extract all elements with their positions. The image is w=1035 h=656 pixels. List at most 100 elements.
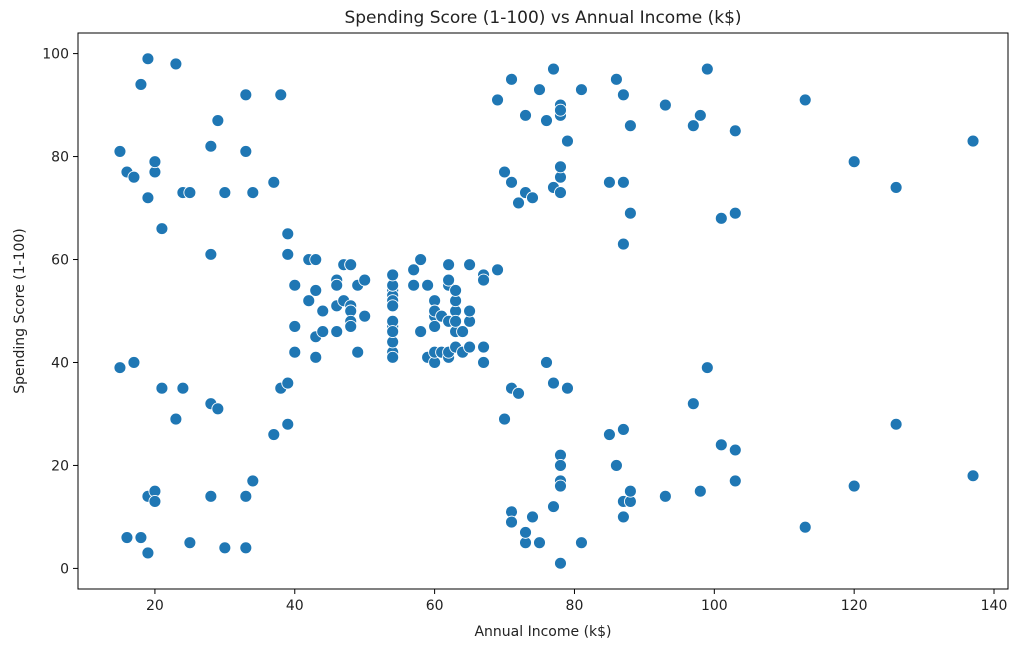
data-point <box>623 206 637 220</box>
x-axis-ticks: 20 40 60 80 100 120 140 <box>146 589 1007 614</box>
data-point <box>218 541 232 555</box>
data-point <box>442 273 456 287</box>
data-point <box>889 417 903 431</box>
data-point <box>211 402 225 416</box>
data-point <box>505 72 518 86</box>
data-point <box>414 253 428 266</box>
data-point <box>344 319 358 333</box>
data-point <box>120 531 134 544</box>
data-point <box>847 479 861 493</box>
data-point <box>414 325 428 339</box>
data-point <box>686 119 700 133</box>
data-point <box>491 93 504 107</box>
x-tick-label: 40 <box>286 598 304 614</box>
data-point <box>155 222 169 236</box>
data-point <box>547 62 560 76</box>
data-point <box>407 263 421 277</box>
data-point <box>966 134 980 148</box>
data-point <box>616 88 630 102</box>
data-point <box>693 484 707 498</box>
data-point <box>547 500 560 514</box>
data-point <box>148 155 162 169</box>
data-point <box>127 356 141 369</box>
data-point <box>491 263 504 277</box>
data-point <box>386 299 400 313</box>
data-point <box>246 474 260 488</box>
data-point <box>288 345 302 359</box>
data-point <box>211 114 225 127</box>
data-point <box>700 361 714 375</box>
data-point <box>477 340 491 354</box>
data-point <box>728 124 742 138</box>
data-point <box>616 422 630 436</box>
data-point <box>421 278 435 292</box>
data-point <box>442 258 456 272</box>
data-point <box>889 180 903 194</box>
data-point <box>798 93 812 107</box>
data-point <box>714 211 728 225</box>
data-point <box>204 247 218 261</box>
data-point <box>533 83 546 97</box>
data-point <box>113 361 127 375</box>
data-point <box>407 278 421 292</box>
data-point <box>693 108 707 122</box>
data-point <box>267 428 281 442</box>
data-point <box>700 62 714 76</box>
y-tick-label: 100 <box>42 47 69 63</box>
data-point <box>798 520 812 534</box>
data-point <box>505 515 518 529</box>
data-point <box>134 531 148 544</box>
data-point <box>239 88 253 102</box>
data-point <box>330 278 344 292</box>
data-point <box>141 191 155 205</box>
x-tick-label: 140 <box>981 598 1008 614</box>
data-point <box>302 294 316 308</box>
data-point <box>623 119 637 133</box>
data-point <box>449 283 463 297</box>
data-point <box>239 144 253 158</box>
data-point <box>498 165 511 179</box>
x-tick-label: 120 <box>841 598 868 614</box>
data-point <box>602 428 616 442</box>
data-point <box>609 458 623 472</box>
data-point <box>281 247 295 261</box>
data-point <box>127 170 141 184</box>
data-point <box>358 309 372 323</box>
data-point <box>609 72 623 86</box>
data-point <box>658 98 672 112</box>
data-point <box>519 525 532 539</box>
data-point <box>141 52 155 66</box>
data-point <box>498 412 511 426</box>
data-point <box>449 314 463 328</box>
y-tick-label: 80 <box>51 150 69 166</box>
data-point <box>428 319 442 333</box>
data-point <box>602 175 616 189</box>
data-point <box>169 412 183 426</box>
data-point <box>386 325 400 339</box>
data-point <box>218 186 232 200</box>
y-axis-ticks: 0 20 40 60 80 100 <box>42 47 78 577</box>
data-point <box>554 479 567 493</box>
data-point <box>456 325 470 339</box>
data-point <box>358 273 372 287</box>
data-point <box>183 186 197 200</box>
data-point <box>512 196 525 210</box>
data-point <box>155 381 169 395</box>
data-point <box>169 57 183 71</box>
data-point <box>966 469 980 483</box>
data-point <box>316 304 330 318</box>
y-tick-label: 20 <box>51 458 69 474</box>
y-tick-label: 40 <box>51 355 69 371</box>
data-point <box>554 160 567 174</box>
data-point <box>463 258 477 272</box>
data-point <box>113 144 127 158</box>
x-tick-label: 20 <box>146 598 164 614</box>
data-point <box>288 319 302 333</box>
data-point <box>526 510 539 524</box>
data-point <box>281 417 295 431</box>
x-axis-label: Annual Income (k$) <box>474 624 611 640</box>
y-tick-label: 60 <box>51 253 69 269</box>
data-point <box>575 83 588 97</box>
chart-title: Spending Score (1-100) vs Annual Income … <box>344 8 741 28</box>
